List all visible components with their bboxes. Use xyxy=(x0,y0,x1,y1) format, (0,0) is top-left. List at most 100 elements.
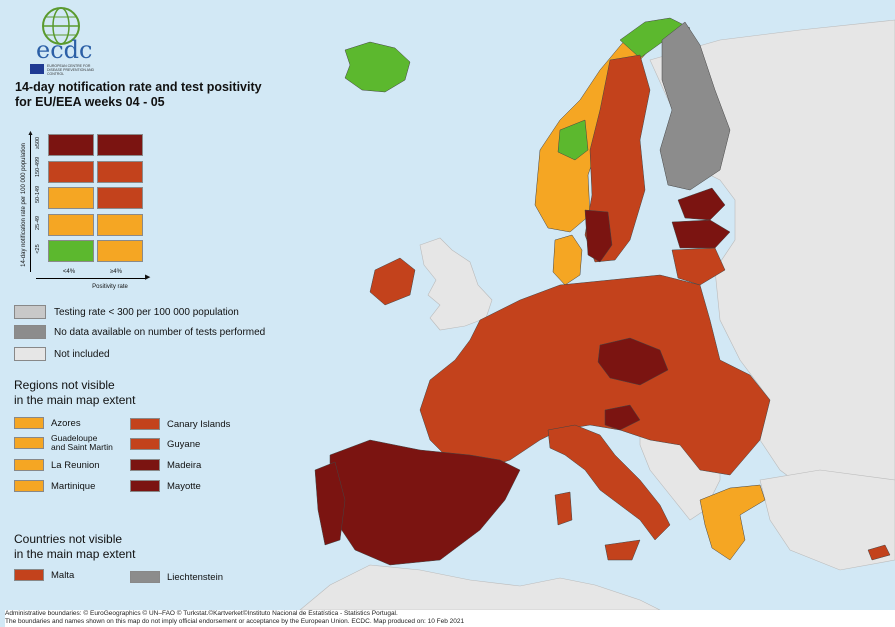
matrix-y-tick: 150-499 xyxy=(35,156,41,177)
matrix-cell xyxy=(48,160,94,183)
matrix-x-label: Positivity rate xyxy=(92,284,128,290)
map-region-denmark xyxy=(552,234,583,286)
europe-map xyxy=(299,17,895,610)
map-region-uk xyxy=(419,237,493,331)
regions-heading-line: in the main map extent xyxy=(14,393,136,407)
region-label: Martinique xyxy=(51,480,96,492)
country-label: Malta xyxy=(51,569,75,581)
region-item-guadeloupe: Guadeloupe and Saint Martin xyxy=(14,434,113,452)
globe-icon xyxy=(30,7,80,74)
map-region-czechia xyxy=(597,337,669,386)
region-swatch xyxy=(130,480,160,492)
regions-heading: Regions not visible in the main map exte… xyxy=(14,378,224,408)
map-region-portugal xyxy=(314,461,346,546)
region-item-martinique: Martinique xyxy=(14,480,95,492)
legend-label: Not included xyxy=(54,348,110,360)
map-title: 14-day notification rate and test positi… xyxy=(15,80,315,110)
map-region-sweden-south xyxy=(584,209,613,263)
countries-heading-line: Countries not visible xyxy=(14,532,123,546)
region-swatch xyxy=(130,418,160,430)
matrix-cell xyxy=(48,213,94,236)
region-swatch xyxy=(14,480,44,492)
title-line2: for EU/EEA weeks 04 - 05 xyxy=(15,95,165,109)
logo-caption: EUROPEAN CENTRE FOR DISEASE PREVENTION A… xyxy=(47,64,95,76)
map-region-iceland xyxy=(344,41,411,93)
map-region-north-africa xyxy=(299,564,661,610)
matrix-cell xyxy=(97,160,143,183)
country-swatch xyxy=(130,571,160,583)
map-region-finland xyxy=(659,21,731,191)
legend-no-data: No data available on number of tests per… xyxy=(14,324,265,340)
matrix-cell xyxy=(97,240,143,262)
country-label: Liechtenstein xyxy=(167,571,223,583)
matrix-x-axis xyxy=(36,278,146,279)
matrix-x-tick: ≥4% xyxy=(110,269,122,275)
region-item-guyane: Guyane xyxy=(130,438,200,450)
region-item-canary-islands: Canary Islands xyxy=(130,418,230,430)
legend-not-included: Not included xyxy=(14,346,110,362)
region-label: Canary Islands xyxy=(167,418,231,430)
region-label-line: and Saint Martin xyxy=(51,442,113,452)
map-region-greece xyxy=(699,484,766,561)
matrix-y-label: 14-day notification rate per 100 000 pop… xyxy=(21,143,27,267)
region-item-azores: Azores xyxy=(14,417,81,429)
matrix-y-tick: 50-149 xyxy=(35,185,41,203)
map-region-turkey xyxy=(759,469,895,571)
matrix-cell xyxy=(48,134,94,156)
map-region-sardinia xyxy=(554,491,573,526)
region-label: Azores xyxy=(51,417,81,429)
countries-heading-line: in the main map extent xyxy=(14,547,136,561)
map-region-slovenia xyxy=(604,404,641,431)
x-arrow-icon: ▶ xyxy=(145,274,151,281)
region-label: Madeira xyxy=(167,459,202,471)
map-region-italy xyxy=(547,424,671,541)
map-region-sweden xyxy=(584,54,651,263)
region-label-line: Guadeloupe xyxy=(51,433,98,443)
matrix-cell xyxy=(97,213,143,236)
map-region-ireland xyxy=(369,257,416,306)
matrix-cell xyxy=(97,134,143,156)
matrix-cell xyxy=(48,240,94,262)
region-item-mayotte: Mayotte xyxy=(130,480,201,492)
legend-low-testing: Testing rate < 300 per 100 000 populatio… xyxy=(14,304,239,320)
regions-heading-line: Regions not visible xyxy=(14,378,115,392)
region-label: La Reunion xyxy=(51,459,100,471)
ecdc-logo: ecdc EUROPEAN CENTRE FOR DISEASE PREVENT… xyxy=(16,4,106,76)
matrix-y-tick: ≥500 xyxy=(35,136,41,150)
logo-text: ecdc xyxy=(36,36,93,64)
country-swatch xyxy=(14,569,44,581)
footer-line: Administrative boundaries: © EuroGeograp… xyxy=(5,610,398,617)
country-item-liechtenstein: Liechtenstein xyxy=(130,571,223,583)
footer-line: The boundaries and names shown on this m… xyxy=(5,618,465,625)
region-label: Guadeloupe and Saint Martin xyxy=(51,434,113,452)
region-swatch xyxy=(130,459,160,471)
footer-attribution: Administrative boundaries: © EuroGeograp… xyxy=(5,610,895,627)
matrix-cell xyxy=(48,187,94,209)
map-region-lithuania xyxy=(671,247,726,286)
map-region-norway-mid xyxy=(557,119,589,161)
countries-heading: Countries not visible in the main map ex… xyxy=(14,532,224,562)
legend-swatch xyxy=(14,347,46,361)
title-line1: 14-day notification rate and test positi… xyxy=(15,80,262,94)
region-swatch xyxy=(14,437,44,449)
region-swatch xyxy=(130,438,160,450)
legend-label: Testing rate < 300 per 100 000 populatio… xyxy=(54,306,239,318)
matrix-x-tick: <4% xyxy=(62,269,76,275)
region-swatch xyxy=(14,459,44,471)
map-region-estonia xyxy=(677,187,726,221)
matrix-y-tick: <25 xyxy=(35,244,41,254)
matrix-y-axis: 14-day notification rate per 100 000 pop… xyxy=(14,130,34,280)
map-region-spain xyxy=(329,439,521,566)
country-item-malta: Malta xyxy=(14,569,74,581)
region-item-madeira: Madeira xyxy=(130,459,201,471)
map-region-sicily xyxy=(604,539,641,561)
matrix-y-tick: 25-49 xyxy=(35,215,41,230)
legend-label: No data available on number of tests per… xyxy=(54,326,266,338)
legend-swatch xyxy=(14,325,46,339)
matrix-cell xyxy=(97,187,143,209)
map-region-latvia xyxy=(671,219,731,249)
region-item-la-reunion: La Reunion xyxy=(14,459,100,471)
legend-swatch xyxy=(14,305,46,319)
map-region-central-europe xyxy=(419,274,771,476)
region-label: Mayotte xyxy=(167,480,201,492)
